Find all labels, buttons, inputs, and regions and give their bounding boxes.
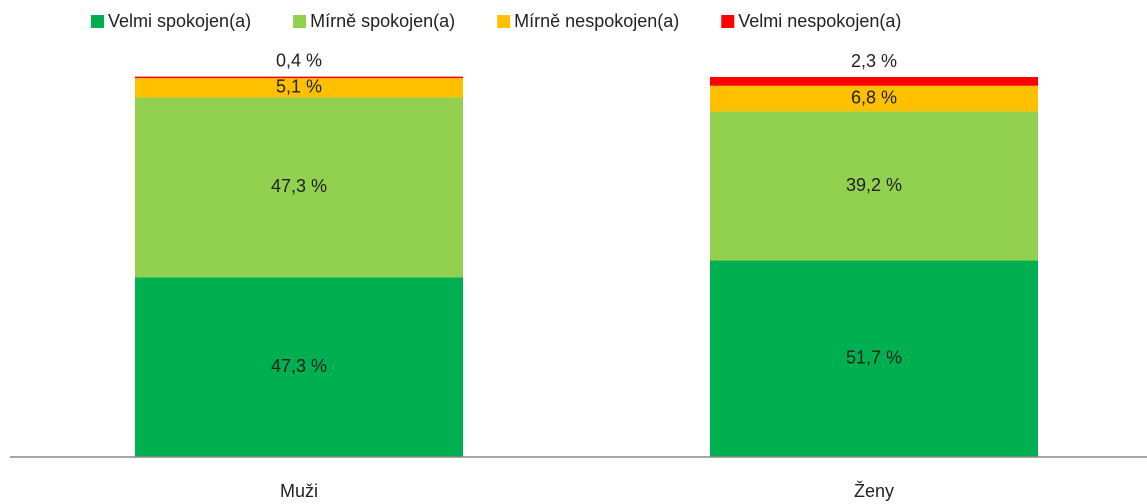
data-label: 47,3 % (271, 176, 327, 196)
plot: 47,3 % 47,3 % 5,1 % 0,4 % Muži 51,7 % 39,2 % 6,… (10, 50, 1147, 501)
data-label: 0,4 % (276, 50, 322, 70)
bar-segment (710, 85, 1038, 112)
data-label: 6,8 % (851, 87, 897, 107)
data-label: 2,3 % (851, 51, 897, 71)
bar-segment (710, 111, 1038, 261)
legend-label: Mírně spokojen(a) (310, 11, 455, 31)
x-tick-label: Ženy (854, 481, 894, 501)
legend-label: Velmi spokojen(a) (108, 11, 251, 31)
data-label: 5,1 % (276, 77, 322, 97)
bar-segment (710, 260, 1038, 457)
bar-segment (135, 78, 463, 98)
legend-label: Velmi nespokojen(a) (738, 11, 901, 31)
bar-segment (135, 97, 463, 278)
bar-segment (135, 277, 463, 457)
data-label: 39,2 % (846, 175, 902, 195)
legend-swatch (497, 15, 511, 28)
legend: Velmi spokojen(a) Mírně spokojen(a) Mírně … (91, 11, 901, 31)
x-tick-label: Muži (280, 481, 318, 501)
legend-swatch (293, 15, 307, 28)
legend-label: Mírně nespokojen(a) (514, 11, 679, 31)
legend-swatch (721, 15, 735, 28)
data-label: 51,7 % (846, 348, 902, 368)
legend-swatch (91, 15, 104, 28)
data-label: 47,3 % (271, 356, 327, 376)
bar-segment (710, 77, 1038, 86)
bar-segment (135, 76, 463, 79)
